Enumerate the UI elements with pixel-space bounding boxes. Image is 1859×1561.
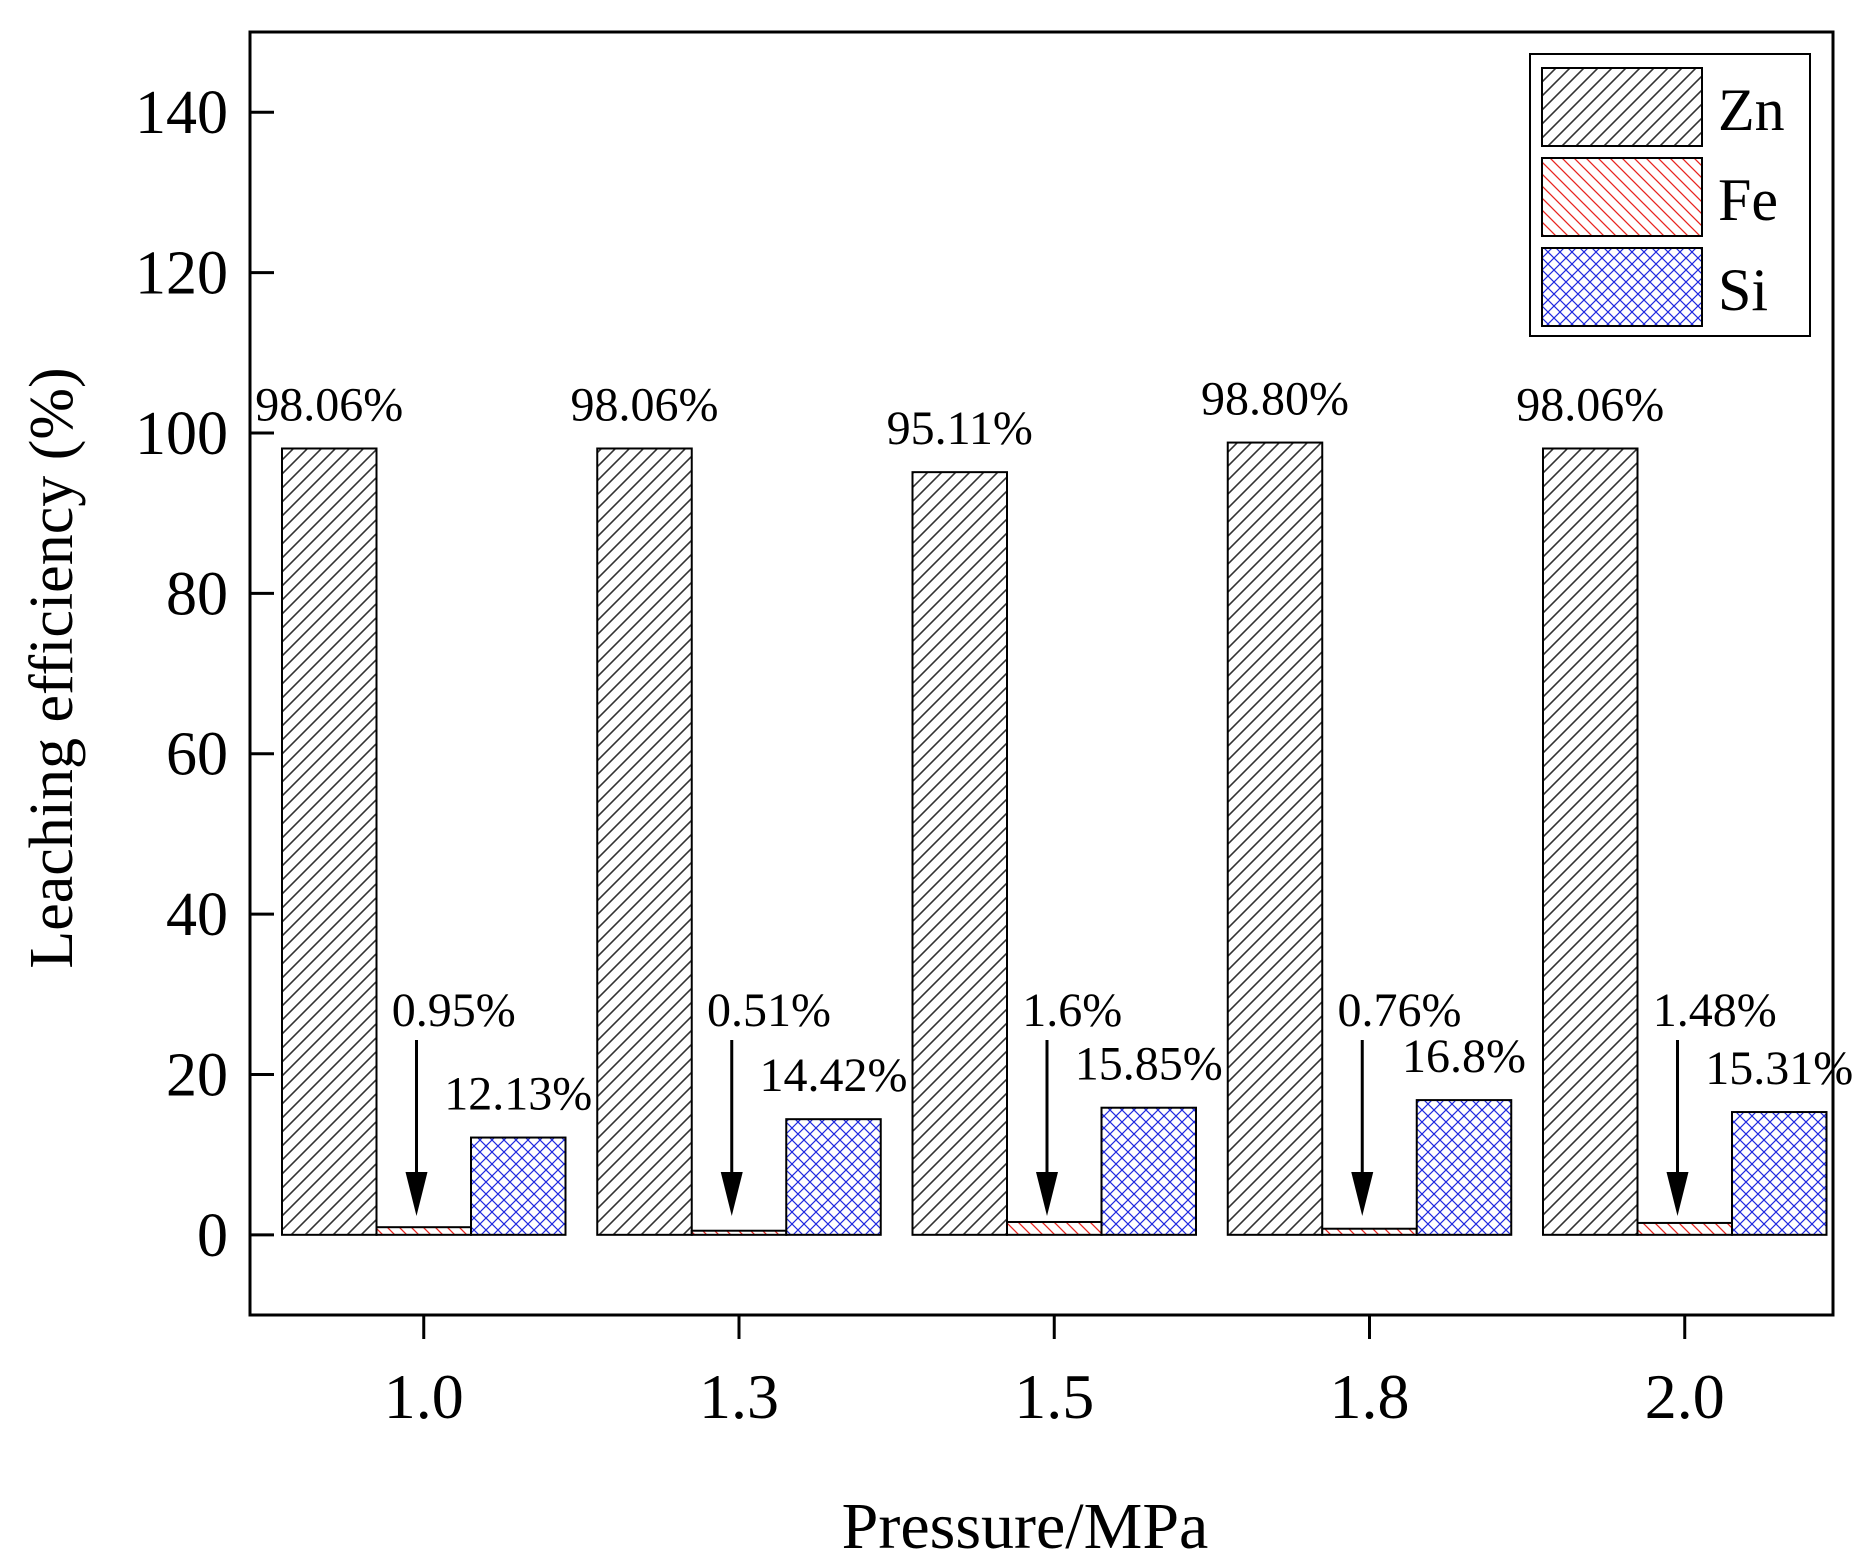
x-tick-label: 1.0 <box>384 1361 464 1432</box>
data-label-si: 16.8% <box>1402 1030 1526 1083</box>
annotations-group: 98.06% 0.95% 12.13% 98.06% 0.51% 14.42% 95.11%… <box>255 373 1853 1216</box>
y-axis-title: Leaching efficiency (%) <box>18 367 86 968</box>
legend-label-zn: Zn <box>1718 77 1785 143</box>
data-label-si: 15.31% <box>1705 1042 1853 1095</box>
y-tick-label: 60 <box>166 721 228 789</box>
data-label-si: 14.42% <box>760 1049 908 1102</box>
data-label-zn: 95.11% <box>887 402 1033 455</box>
y-tick-label: 140 <box>135 79 228 147</box>
y-tick-label: 120 <box>135 240 228 308</box>
x-tick-label: 1.5 <box>1014 1361 1094 1432</box>
bar-zn-1.5 <box>911 471 1008 1236</box>
y-tick-label: 80 <box>166 560 228 628</box>
bar-si-2.0 <box>1731 1111 1828 1236</box>
legend-label-fe: Fe <box>1718 167 1778 233</box>
legend-swatch-si <box>1541 247 1703 327</box>
fe-arrow-head <box>1666 1172 1689 1216</box>
legend-swatch-zn <box>1541 67 1703 147</box>
bars-group <box>281 441 1828 1236</box>
x-tick-label: 2.0 <box>1645 1361 1725 1432</box>
data-label-fe: 1.48% <box>1653 984 1777 1037</box>
bar-si-1.3 <box>785 1118 882 1236</box>
y-tick-label: 40 <box>166 881 228 949</box>
bar-fe-1.3 <box>690 1229 788 1236</box>
legend-swatch-fe <box>1541 157 1703 237</box>
data-label-fe: 0.51% <box>707 984 831 1037</box>
y-axis: 0 20 40 60 80 100 120 140 <box>135 79 274 1270</box>
data-label-zn: 98.06% <box>255 378 403 431</box>
data-label-fe: 0.95% <box>392 984 516 1037</box>
legend-label-si: Si <box>1718 257 1768 323</box>
data-label-zn: 98.80% <box>1201 373 1349 426</box>
bar-zn-1.8 <box>1226 441 1324 1236</box>
data-label-zn: 98.06% <box>571 378 719 431</box>
bar-fe-1.0 <box>375 1226 472 1236</box>
bar-zn-2.0 <box>1542 447 1639 1236</box>
bar-zn-1.3 <box>596 447 693 1236</box>
bar-zn-1.0 <box>281 447 378 1236</box>
y-tick-label: 100 <box>135 400 228 468</box>
x-tick-label: 1.3 <box>699 1361 779 1432</box>
bar-fe-1.8 <box>1321 1227 1418 1236</box>
legend: Zn Fe Si <box>1529 53 1811 337</box>
data-label-si: 15.85% <box>1075 1038 1223 1091</box>
fe-arrow-head <box>720 1172 743 1216</box>
x-axis: 1.0 1.3 1.5 1.8 2.0 <box>384 1315 1725 1432</box>
fe-arrow-head <box>1351 1172 1374 1216</box>
data-label-zn: 98.06% <box>1516 378 1664 431</box>
fe-arrow-head <box>405 1172 428 1216</box>
bar-fe-1.5 <box>1006 1220 1103 1236</box>
y-tick-label: 0 <box>197 1202 228 1270</box>
data-label-fe: 0.76% <box>1338 984 1462 1037</box>
x-axis-title: Pressure/MPa <box>842 1490 1209 1561</box>
plot-frame <box>248 30 1835 1317</box>
bar-si-1.5 <box>1100 1106 1197 1236</box>
fe-arrow-head <box>1036 1172 1058 1216</box>
bar-si-1.8 <box>1415 1099 1513 1236</box>
bar-si-1.0 <box>470 1136 567 1236</box>
data-label-si: 12.13% <box>444 1068 592 1121</box>
x-tick-label: 1.8 <box>1330 1361 1410 1432</box>
data-label-fe: 1.6% <box>1022 984 1122 1037</box>
bar-fe-2.0 <box>1636 1221 1733 1236</box>
y-tick-label: 20 <box>166 1041 228 1109</box>
